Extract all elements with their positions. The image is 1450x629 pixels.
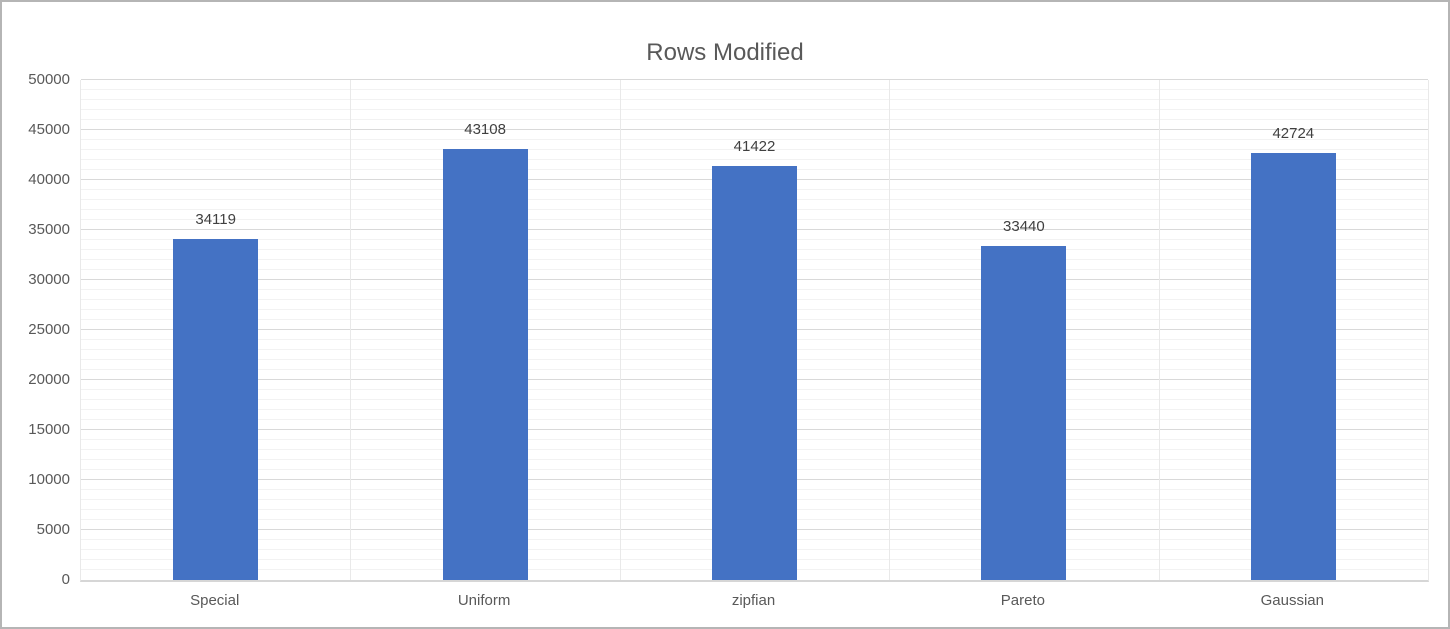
minor-gridline: [81, 159, 1428, 160]
minor-gridline: [81, 109, 1428, 110]
major-gridline: [81, 79, 1428, 80]
y-axis-tick-label: 20000: [28, 371, 70, 388]
category-separator: [619, 80, 621, 580]
plot-area: 34119 43108 41422 33440 42724: [80, 79, 1429, 582]
bar-Gaussian: [1250, 152, 1336, 580]
y-axis-tick-label: 40000: [28, 171, 70, 188]
x-axis-category-label: Special: [190, 592, 240, 609]
bar-Pareto: [981, 245, 1067, 580]
y-axis-tick-label: 35000: [28, 221, 70, 238]
category-separator: [350, 80, 352, 580]
y-axis-tick-label: 5000: [36, 521, 70, 538]
y-axis-tick-label: 10000: [28, 471, 70, 488]
minor-gridline: [81, 119, 1428, 120]
x-axis-category-label: zipfian: [731, 592, 776, 609]
y-axis: 0 5000 10000 15000 20000 25000 30000 35000 40000…: [2, 71, 70, 588]
category-separator: [1158, 80, 1160, 580]
y-axis-tick-label: 0: [61, 571, 70, 588]
x-axis-category-label: Uniform: [457, 592, 511, 609]
y-axis-tick-label: 50000: [28, 71, 70, 88]
y-axis-tick-label: 30000: [28, 271, 70, 288]
bar-Special: [173, 238, 259, 580]
category-separator: [889, 80, 891, 580]
y-axis-tick-label: 25000: [28, 321, 70, 338]
x-axis-category-label: Gaussian: [1260, 592, 1324, 609]
minor-gridline: [81, 89, 1428, 90]
y-axis-tick-label: 15000: [28, 421, 70, 438]
data-label: 34119: [195, 210, 236, 228]
data-label: 42724: [1272, 124, 1315, 142]
data-label: 43108: [464, 120, 506, 138]
y-axis-tick-label: 45000: [28, 121, 70, 138]
bar-zipfian: [712, 165, 797, 580]
x-axis: Special Uniform zipfian Pareto Gaussian: [80, 592, 1427, 620]
chart-title: Rows Modified: [646, 39, 804, 66]
data-label: 33440: [1003, 217, 1045, 235]
bar-Uniform: [442, 148, 528, 580]
x-axis-category-label: Pareto: [1000, 592, 1045, 609]
minor-gridline: [81, 99, 1428, 100]
data-label: 41422: [733, 137, 776, 155]
